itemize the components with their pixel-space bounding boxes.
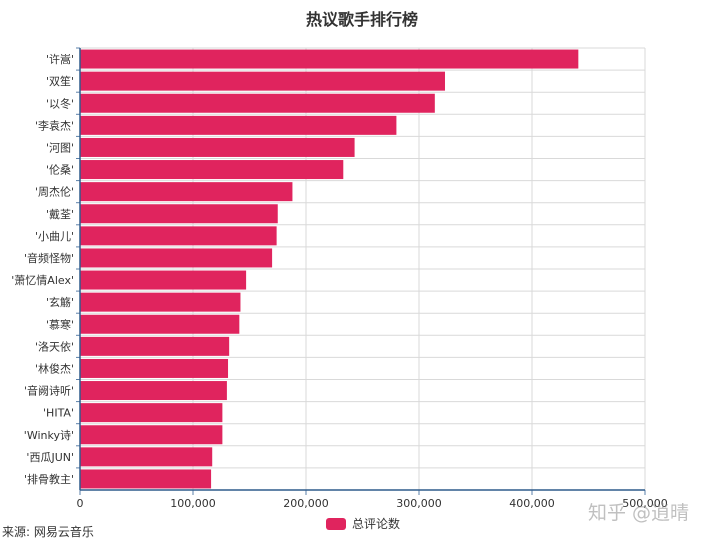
- bar[interactable]: [80, 292, 241, 312]
- category-label: '李袁杰': [35, 118, 74, 132]
- watermark: 知乎 @逍晴: [588, 502, 690, 524]
- category-label: '许嵩': [46, 53, 74, 66]
- bar[interactable]: [80, 137, 355, 157]
- category-label: '伦桑': [46, 163, 74, 177]
- x-tick-label: 300,000: [396, 497, 442, 510]
- legend-swatch: [326, 518, 346, 530]
- bar[interactable]: [80, 270, 247, 290]
- bar[interactable]: [80, 182, 293, 202]
- category-label: '排骨教主': [24, 472, 74, 486]
- legend-label: 总评论数: [352, 516, 400, 531]
- category-label: '林俊杰': [35, 361, 74, 375]
- bar[interactable]: [80, 358, 229, 378]
- x-tick-label: 100,000: [170, 497, 216, 510]
- x-tick-label: 400,000: [509, 497, 555, 510]
- bar[interactable]: [80, 204, 278, 224]
- category-labels: '许嵩' '双笙' '以冬' '李袁杰' '河图' '伦桑' '周杰伦' '戴荃' '小曲儿' '…: [11, 53, 74, 486]
- category-label: '慕寒': [46, 317, 74, 331]
- category-label: '萧忆情Alex': [11, 274, 74, 287]
- bar[interactable]: [80, 160, 344, 180]
- x-tick-label: 500,000: [622, 497, 668, 510]
- category-label: '双笙': [46, 74, 74, 88]
- bar[interactable]: [80, 403, 223, 423]
- bar[interactable]: [80, 381, 227, 401]
- category-label: '音阙诗听': [24, 384, 74, 398]
- chart-title: 热议歌手排行榜: [306, 10, 418, 29]
- category-label: '玄觞': [46, 295, 74, 309]
- bar[interactable]: [80, 447, 213, 467]
- axes: [76, 47, 646, 495]
- bars: [80, 49, 579, 489]
- bar[interactable]: [80, 469, 212, 489]
- category-label: '周杰伦': [35, 185, 74, 199]
- bar[interactable]: [80, 49, 579, 69]
- category-label: '洛天依': [35, 339, 74, 353]
- category-label: '以冬': [46, 96, 74, 110]
- category-label: 'Winky诗': [24, 428, 74, 442]
- bar[interactable]: [80, 115, 397, 135]
- bar[interactable]: [80, 248, 273, 268]
- category-label: '河图': [46, 141, 74, 154]
- bar[interactable]: [80, 93, 435, 113]
- grid: [79, 47, 646, 491]
- legend[interactable]: 总评论数: [326, 516, 400, 531]
- category-label: 'HITA': [43, 407, 74, 420]
- x-tick-label: 200,000: [283, 497, 329, 510]
- category-label: '小曲儿': [35, 230, 74, 243]
- bar[interactable]: [80, 425, 223, 445]
- category-label: '音频怪物': [24, 251, 74, 265]
- bar[interactable]: [80, 314, 240, 334]
- x-tick-labels: 0 100,000 200,000 300,000 400,000 500,000: [77, 497, 668, 510]
- bar[interactable]: [80, 226, 277, 246]
- x-tick-label: 0: [77, 497, 84, 510]
- bar[interactable]: [80, 71, 445, 91]
- category-label: '戴荃': [46, 207, 74, 221]
- bar[interactable]: [80, 336, 230, 356]
- category-label: '西瓜JUN': [26, 451, 74, 464]
- source-note: 来源: 网易云音乐: [2, 525, 94, 539]
